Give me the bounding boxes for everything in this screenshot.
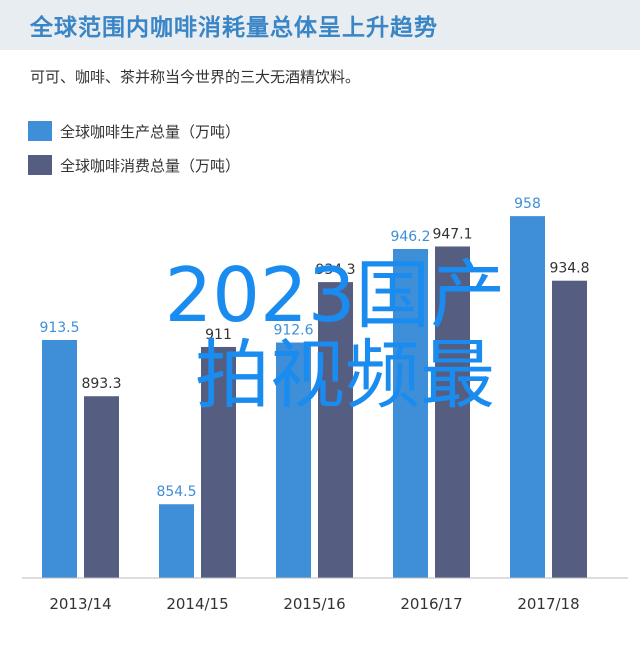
bar-production-1 (159, 504, 194, 578)
bar-consumption-2 (318, 282, 353, 578)
legend-label-consumption: 全球咖啡消费总量（万吨） (60, 156, 241, 175)
data-label-production-0: 913.5 (39, 320, 79, 336)
title-bar (0, 0, 640, 50)
legend-swatch-consumption (28, 155, 52, 175)
chart-subtitle: 可可、咖啡、茶并称当今世界的三大无酒精饮料。 (30, 68, 361, 86)
x-tick-label-4: 2017/18 (517, 595, 579, 613)
bar-consumption-1 (201, 346, 236, 578)
legend-label-production: 全球咖啡生产总量（万吨） (60, 122, 241, 141)
data-label-production-2: 912.6 (273, 323, 313, 339)
data-label-production-3: 946.2 (390, 229, 430, 245)
x-tick-label-3: 2016/17 (400, 595, 462, 613)
legend-swatch-production (28, 121, 52, 141)
legend-item-consumption: 全球咖啡消费总量（万吨） (28, 150, 240, 180)
bar-production-0 (42, 340, 77, 578)
bar-consumption-3 (435, 246, 470, 578)
chart-title: 全球范围内咖啡消耗量总体呈上升趋势 (30, 15, 438, 41)
bar-production-2 (276, 342, 311, 578)
bar-consumption-0 (84, 396, 119, 578)
x-tick-label-2: 2015/16 (283, 595, 345, 613)
bar-production-3 (393, 248, 428, 578)
data-label-production-1: 854.5 (156, 484, 196, 500)
bar-production-4 (510, 216, 545, 578)
x-tick-label-1: 2014/15 (166, 595, 228, 613)
x-tick-label-0: 2013/14 (49, 595, 111, 613)
bar-consumption-4 (552, 280, 587, 578)
data-label-consumption-1: 911 (205, 327, 232, 343)
data-label-consumption-4: 934.8 (549, 261, 589, 277)
legend: 全球咖啡生产总量（万吨） 全球咖啡消费总量（万吨） (28, 116, 240, 184)
data-label-consumption-0: 893.3 (81, 376, 121, 392)
data-label-consumption-2: 934.3 (315, 262, 355, 278)
data-label-consumption-3: 947.1 (432, 226, 472, 242)
data-label-production-4: 958 (514, 196, 541, 212)
legend-item-production: 全球咖啡生产总量（万吨） (28, 116, 240, 146)
